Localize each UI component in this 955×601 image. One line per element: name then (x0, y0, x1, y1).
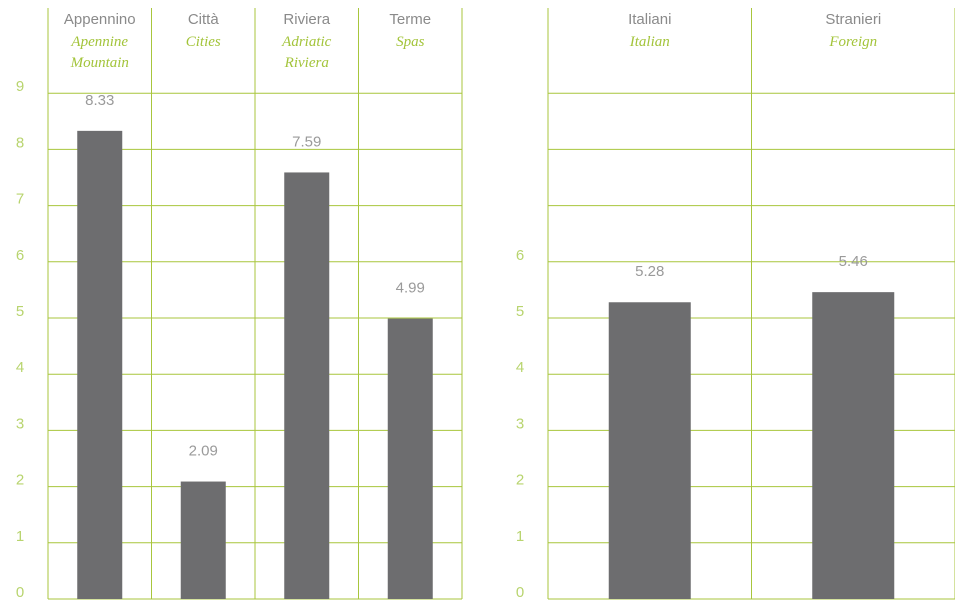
category-label: Città (187, 11, 219, 28)
y-tick-label: 8 (16, 134, 24, 151)
value-label: 8.33 (85, 92, 114, 109)
value-label: 4.99 (396, 280, 425, 297)
y-tick-label: 0 (516, 584, 524, 601)
category-label: Italiani (628, 11, 672, 28)
y-tick-label: 4 (516, 359, 524, 376)
value-label: 5.46 (839, 253, 868, 270)
value-label: 2.09 (189, 443, 218, 460)
bar (608, 302, 691, 599)
y-tick-label: 3 (16, 415, 24, 432)
category-translation: Apennine Mountain (70, 34, 129, 71)
y-tick-label: 5 (16, 303, 24, 320)
value-label: 5.28 (635, 263, 664, 280)
category-translation: Spas (396, 34, 425, 50)
category-translation: Foreign (829, 34, 878, 50)
category-label: Riviera (283, 11, 331, 28)
bar (180, 481, 226, 599)
category-label: Terme (389, 11, 432, 28)
category-translation: Italian (629, 34, 670, 50)
y-tick-label: 2 (16, 472, 24, 489)
y-tick-label: 9 (16, 78, 24, 95)
y-tick-label: 0 (16, 584, 24, 601)
value-label: 7.59 (292, 133, 321, 150)
y-tick-label: 4 (16, 359, 24, 376)
y-tick-label: 6 (16, 247, 24, 264)
bar (284, 172, 330, 599)
y-tick-label: 2 (516, 472, 524, 489)
y-tick-label: 1 (16, 528, 24, 545)
y-tick-label: 3 (516, 415, 524, 432)
bar (77, 130, 123, 599)
bar (387, 318, 433, 599)
y-tick-label: 1 (516, 528, 524, 545)
category-label: Appennino (63, 11, 136, 28)
category-label: Stranieri (825, 11, 882, 28)
y-tick-label: 7 (16, 191, 24, 208)
category-translation: Cities (185, 34, 221, 50)
category-translation: Adriatic Riviera (282, 34, 332, 71)
y-tick-label: 6 (516, 247, 524, 264)
y-tick-label: 5 (516, 303, 524, 320)
bar (812, 292, 895, 599)
